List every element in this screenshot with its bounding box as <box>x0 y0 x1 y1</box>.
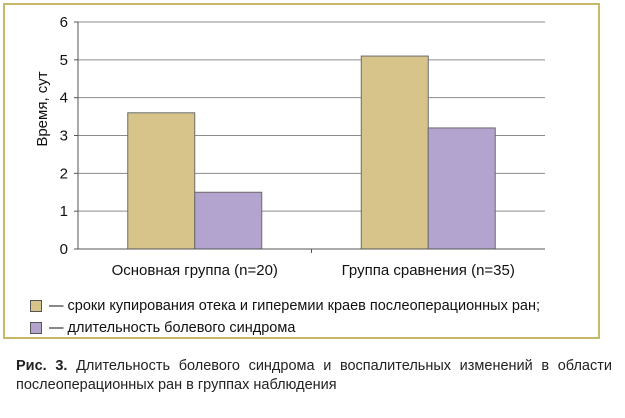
legend-item-edema: — сроки купирования отека и гиперемии кр… <box>30 295 540 317</box>
axes <box>74 21 545 253</box>
y-tick-label-2: 2 <box>60 165 68 182</box>
bar-s0-c0 <box>127 112 196 250</box>
y-tick-labels: 0 1 2 3 4 5 6 <box>60 14 68 258</box>
y-tick-label-0: 0 <box>60 241 68 258</box>
bar-s1-c1 <box>427 127 496 250</box>
bar-s1-c0 <box>194 191 263 250</box>
y-tick-label-6: 6 <box>60 14 68 31</box>
legend-swatch-edema <box>30 300 42 312</box>
y-tick-label-4: 4 <box>60 90 68 107</box>
x-category-labels: Основная группа (n=20) Группа сравнения (… <box>112 262 515 279</box>
x-category-label-0: Основная группа (n=20) <box>112 262 278 279</box>
legend: — сроки купирования отека и гиперемии кр… <box>30 295 540 339</box>
figure-caption: Рис. 3. Длительность болевого синдрома и… <box>16 357 612 395</box>
legend-label-pain: — длительность болевого синдрома <box>49 320 296 336</box>
y-tick-label-5: 5 <box>60 52 68 69</box>
bar-chart: 0 1 2 3 4 5 6 Основная группа (n=20) Группа сра… <box>34 14 545 279</box>
bar-s0-c1 <box>360 55 429 250</box>
caption-prefix: Рис. 3. <box>16 358 68 374</box>
legend-label-edema: — сроки купирования отека и гиперемии кр… <box>49 298 541 314</box>
caption-text: Длительность болевого синдрома и воспали… <box>16 358 612 393</box>
y-axis-title: Время, сут <box>34 71 51 146</box>
legend-swatch-pain <box>30 322 42 334</box>
legend-item-pain: — длительность болевого синдрома <box>30 317 540 339</box>
bars <box>127 55 496 250</box>
y-tick-label-3: 3 <box>60 128 68 145</box>
chart-frame: 0 1 2 3 4 5 6 Основная группа (n=20) Группа сра… <box>3 3 600 339</box>
y-tick-label-1: 1 <box>60 203 68 220</box>
x-category-label-1: Группа сравнения (n=35) <box>342 262 515 279</box>
